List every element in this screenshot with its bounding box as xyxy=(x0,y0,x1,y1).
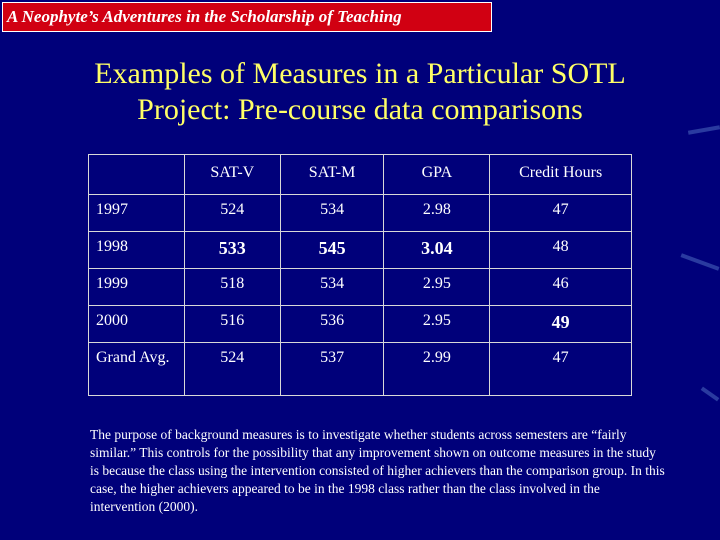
column-header xyxy=(88,154,185,195)
slide-title: Examples of Measures in a Particular SOT… xyxy=(40,56,680,128)
table-cell: 2.98 xyxy=(383,194,491,232)
table-cell: 524 xyxy=(183,342,281,396)
table-cell: 537 xyxy=(279,342,385,396)
table-row: Grand Avg. 524 537 2.99 47 xyxy=(88,342,632,396)
table-cell: 2.95 xyxy=(383,305,491,343)
column-header: GPA xyxy=(383,154,491,195)
row-label: 1997 xyxy=(88,194,185,232)
data-table: SAT-V SAT-M GPA Credit Hours 1997 524 53… xyxy=(88,154,632,396)
title-line-1: Examples of Measures in a Particular SOT… xyxy=(94,57,626,90)
table-cell: 545 xyxy=(279,231,385,269)
table-cell: 2.95 xyxy=(383,268,491,306)
table-cell: 47 xyxy=(489,342,632,396)
row-label: 2000 xyxy=(88,305,185,343)
table-row: 1998 533 545 3.04 48 xyxy=(88,231,632,269)
table-row: 1999 518 534 2.95 46 xyxy=(88,268,632,306)
table-header-row: SAT-V SAT-M GPA Credit Hours xyxy=(88,154,632,195)
table-cell: 533 xyxy=(183,231,281,269)
decorative-stroke xyxy=(700,386,720,402)
table-cell: 536 xyxy=(279,305,385,343)
table-cell: 524 xyxy=(183,194,281,232)
table-cell: 46 xyxy=(489,268,632,306)
decorative-stroke xyxy=(687,125,720,135)
decorative-stroke xyxy=(680,253,720,271)
row-label: Grand Avg. xyxy=(88,342,185,396)
table-row: 1997 524 534 2.98 47 xyxy=(88,194,632,232)
table-cell: 534 xyxy=(279,268,385,306)
table-cell: 49 xyxy=(489,305,632,343)
row-label: 1999 xyxy=(88,268,185,306)
footnote-paragraph: The purpose of background measures is to… xyxy=(90,426,665,514)
header-banner: A Neophyte’s Adventures in the Scholarsh… xyxy=(2,2,492,32)
table-cell: 3.04 xyxy=(383,231,491,269)
table-cell: 2.99 xyxy=(383,342,491,396)
column-header: Credit Hours xyxy=(489,154,632,195)
table-cell: 47 xyxy=(489,194,632,232)
title-line-2: Project: Pre-course data comparisons xyxy=(137,93,583,126)
table-cell: 518 xyxy=(183,268,281,306)
table-cell: 48 xyxy=(489,231,632,269)
column-header: SAT-M xyxy=(279,154,385,195)
row-label: 1998 xyxy=(88,231,185,269)
table-cell: 534 xyxy=(279,194,385,232)
column-header: SAT-V xyxy=(183,154,281,195)
table-row: 2000 516 536 2.95 49 xyxy=(88,305,632,343)
table-cell: 516 xyxy=(183,305,281,343)
